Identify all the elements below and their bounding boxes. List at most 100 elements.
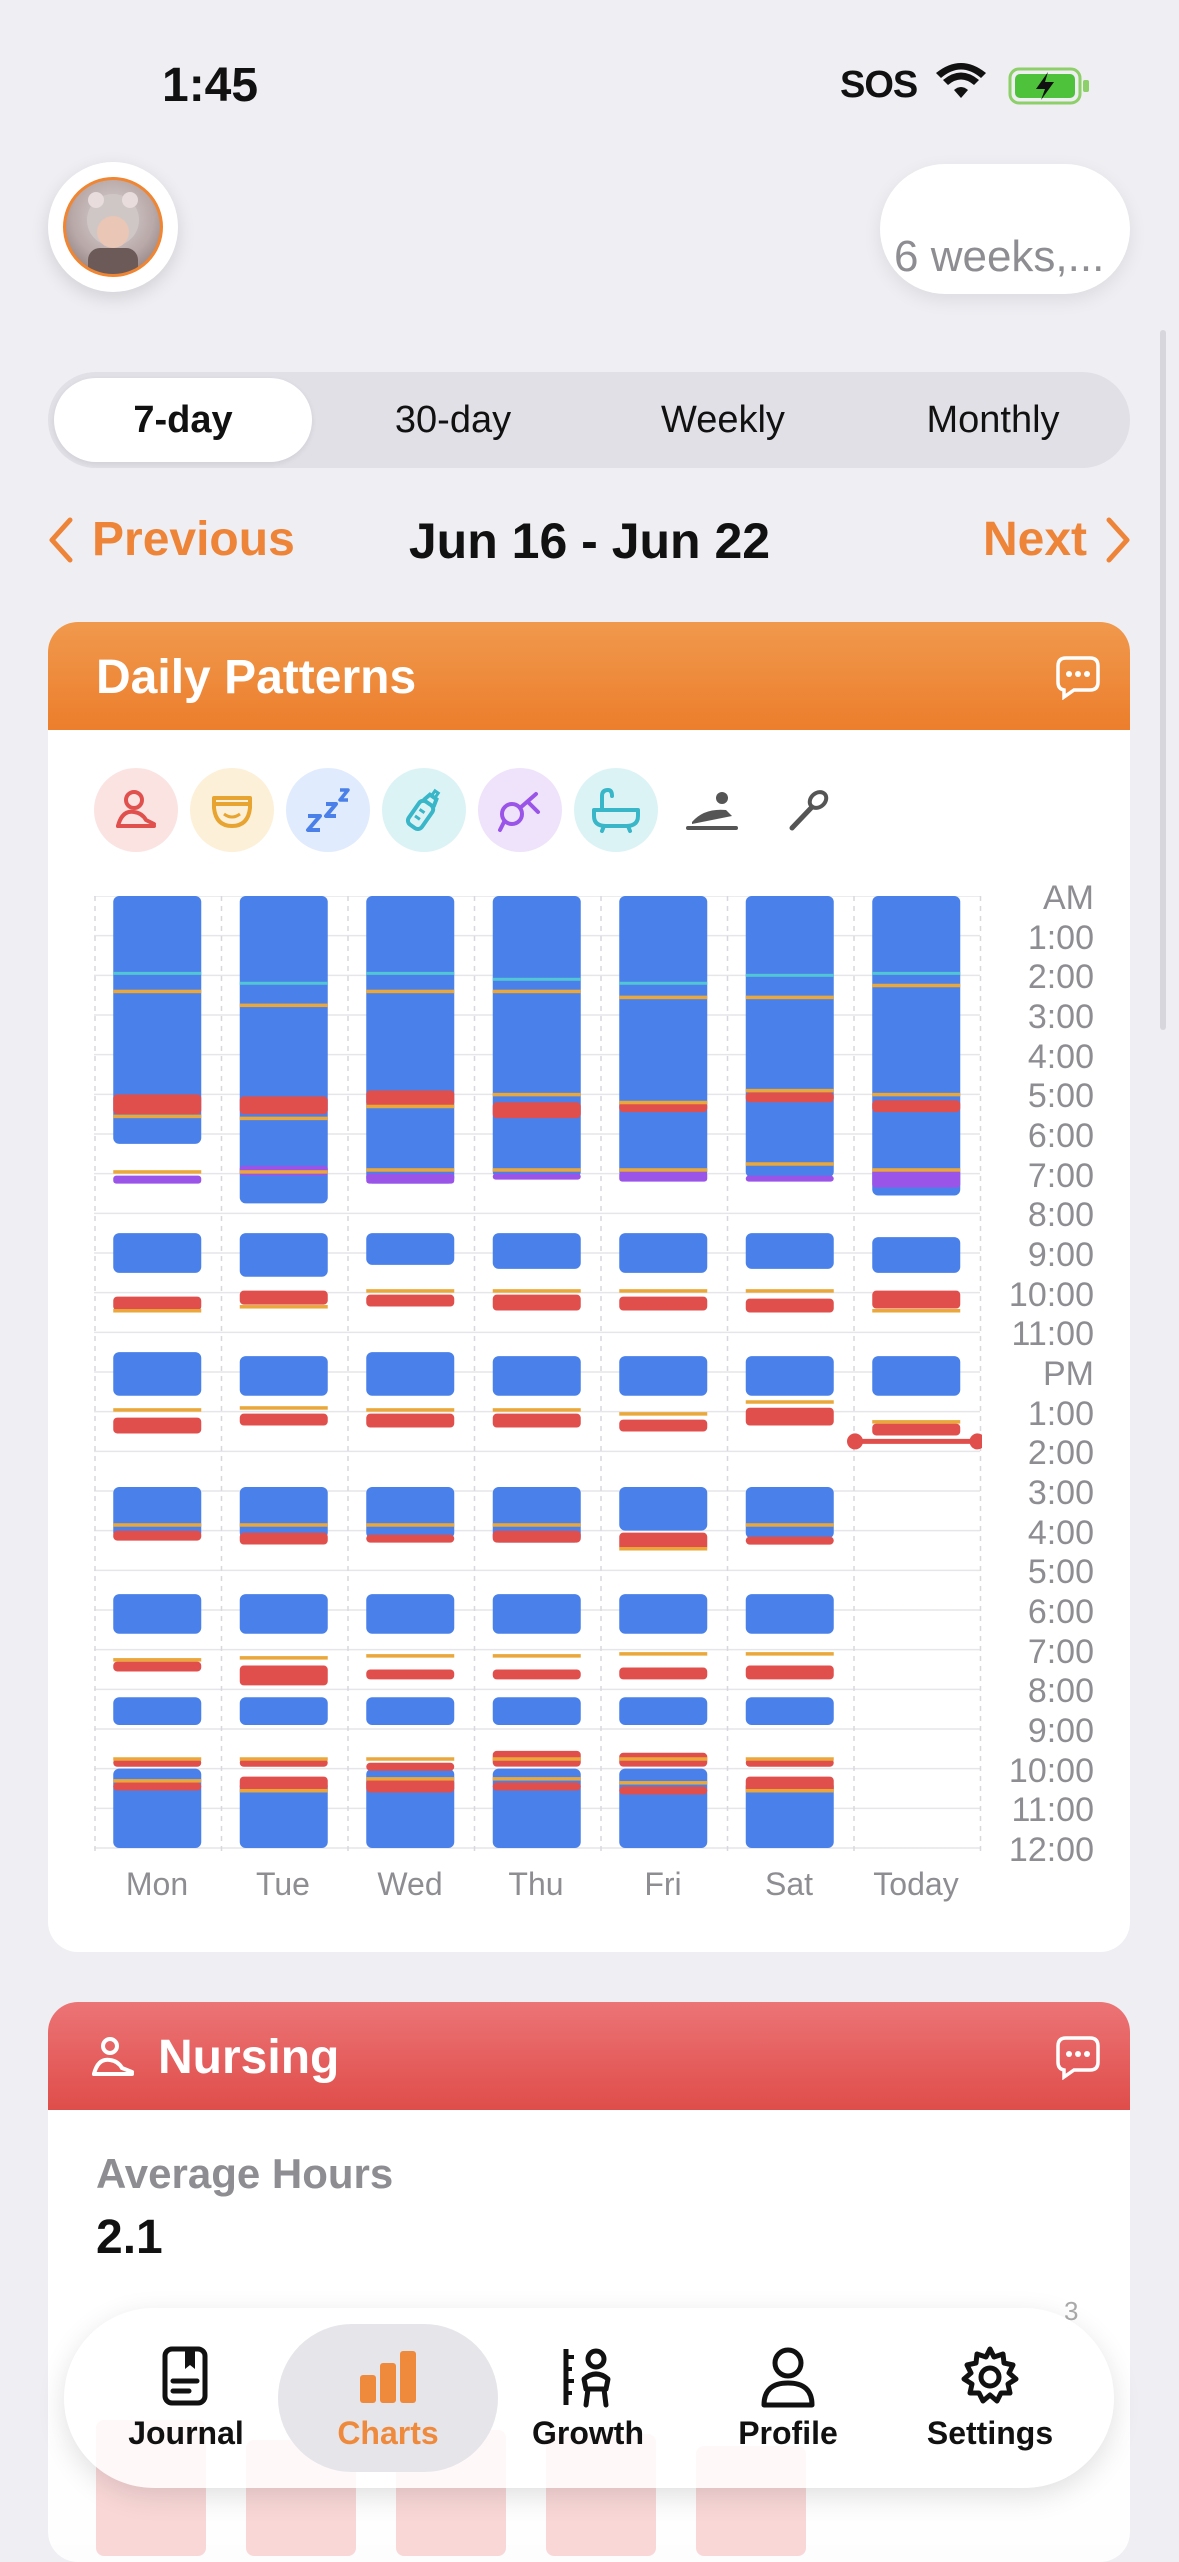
time-axis-label: 3:00 <box>1027 1474 1094 1512</box>
nursing-title: Nursing <box>158 2031 340 2084</box>
bottle-mark <box>872 971 961 975</box>
bottle-mark <box>113 971 202 975</box>
daily-patterns-chart <box>94 896 982 1856</box>
sleep-bar <box>366 1697 455 1726</box>
diaper-mark <box>113 1408 202 1412</box>
diaper-mark <box>619 1547 708 1551</box>
diaper-mark <box>113 1779 202 1783</box>
time-axis-label: 4:00 <box>1027 1513 1094 1552</box>
pump-icon <box>498 792 540 832</box>
baby-avatar[interactable] <box>48 162 178 292</box>
filter-diaper[interactable] <box>190 768 274 852</box>
sleep-bar <box>619 896 708 1178</box>
tab-weekly[interactable]: Weekly <box>661 398 785 441</box>
next-button[interactable]: Next <box>983 512 1131 567</box>
filter-medicine[interactable] <box>766 768 850 852</box>
pump-mark <box>366 1173 455 1184</box>
tab-30-day[interactable]: 30-day <box>394 398 512 441</box>
diaper-mark <box>872 983 961 988</box>
diaper-mark <box>113 1523 202 1527</box>
tab-charts[interactable]: Charts <box>288 2308 488 2488</box>
pump-mark <box>492 1173 581 1180</box>
diaper-mark <box>366 1168 455 1172</box>
tab-profile[interactable]: Profile <box>688 2308 888 2488</box>
nursing-mark <box>619 1419 708 1432</box>
sleep-bar <box>239 1233 328 1277</box>
sleep-icon <box>306 788 350 832</box>
day-label-thu: Thu <box>508 1866 564 1902</box>
diaper-mark <box>239 1656 328 1660</box>
filter-bath[interactable] <box>574 768 658 852</box>
profile-icon <box>761 2347 815 2407</box>
filter-pump[interactable] <box>478 768 562 852</box>
tab-7-day[interactable]: 7-day <box>54 378 312 462</box>
current-time-dot <box>847 1433 863 1450</box>
chat-icon[interactable] <box>1054 654 1102 700</box>
battery-icon <box>1008 67 1089 105</box>
sleep-bar <box>619 1487 708 1531</box>
bottle-mark <box>619 981 708 985</box>
tab-journal[interactable]: Journal <box>86 2308 286 2488</box>
nursing-mark <box>366 1762 455 1771</box>
nursing-mark <box>366 1090 455 1107</box>
sleep-bar <box>366 1352 455 1396</box>
diaper-mark <box>239 1406 328 1410</box>
current-time-dot <box>969 1433 982 1450</box>
time-axis-label: 7:00 <box>1027 1156 1094 1195</box>
filter-sleep[interactable] <box>286 768 370 852</box>
diaper-mark <box>366 1104 455 1109</box>
nursing-mark <box>239 1532 328 1545</box>
diaper-mark <box>113 1309 202 1313</box>
pump-mark <box>745 1175 834 1182</box>
nursing-mark <box>113 1530 202 1541</box>
day-label-today: Today <box>873 1866 959 1902</box>
time-axis-label: 8:00 <box>1027 1672 1094 1711</box>
chat-icon[interactable] <box>1054 2034 1102 2080</box>
diaper-mark <box>239 1788 328 1793</box>
scroll-indicator[interactable] <box>1160 330 1166 1030</box>
nursing-mark <box>492 1782 581 1791</box>
sleep-bar <box>619 1697 708 1726</box>
diaper-mark <box>872 1309 961 1313</box>
sleep-bar <box>492 896 581 1178</box>
diaper-mark <box>113 989 202 994</box>
tab-bar: Journal Charts Growth Profile <box>64 2308 1114 2488</box>
nursing-mark <box>239 1290 328 1305</box>
bottle-icon <box>405 788 441 832</box>
nursing-mark <box>113 1661 202 1672</box>
tab-growth[interactable]: Growth <box>488 2308 688 2488</box>
filter-nursing[interactable] <box>94 768 178 852</box>
filter-tummy-time[interactable] <box>670 768 754 852</box>
previous-button[interactable]: Previous <box>48 512 295 567</box>
nursing-mark <box>113 1296 202 1311</box>
bath-icon <box>592 787 640 833</box>
time-axis-label: 10:00 <box>1008 1751 1094 1790</box>
nursing-mark <box>872 1100 961 1113</box>
sos-indicator: SOS <box>840 64 918 106</box>
day-label-fri: Fri <box>644 1866 682 1902</box>
charts-icon <box>360 2350 416 2403</box>
range-segmented-control: 7-day 30-day Weekly Monthly <box>48 372 1130 468</box>
tab-monthly[interactable]: Monthly <box>926 398 1060 441</box>
tab-settings[interactable]: Settings <box>890 2308 1090 2488</box>
diaper-mark <box>872 1168 961 1172</box>
nursing-mark <box>745 1776 834 1793</box>
sleep-bar <box>619 1233 708 1273</box>
sleep-bar <box>239 1594 328 1634</box>
next-label: Next <box>982 513 1087 566</box>
nursing-mark <box>745 1536 834 1545</box>
bottle-mark <box>745 973 834 977</box>
time-axis-label: 11:00 <box>1011 1791 1094 1830</box>
sleep-bar <box>366 896 455 1184</box>
age-selector[interactable]: 6 weeks,... <box>880 164 1130 294</box>
filter-bottle[interactable] <box>382 768 466 852</box>
sleep-bar <box>492 1594 581 1634</box>
bottle-mark <box>492 977 581 981</box>
time-axis-label: 5:00 <box>1027 1077 1094 1116</box>
tab-profile-label: Profile <box>738 2414 838 2451</box>
nursing-mark <box>745 1665 834 1680</box>
diaper-mark <box>366 1523 455 1527</box>
sleep-bar <box>745 1233 834 1269</box>
average-hours-label: Average Hours <box>96 2150 394 2197</box>
tab-charts-label: Charts <box>337 2414 439 2451</box>
